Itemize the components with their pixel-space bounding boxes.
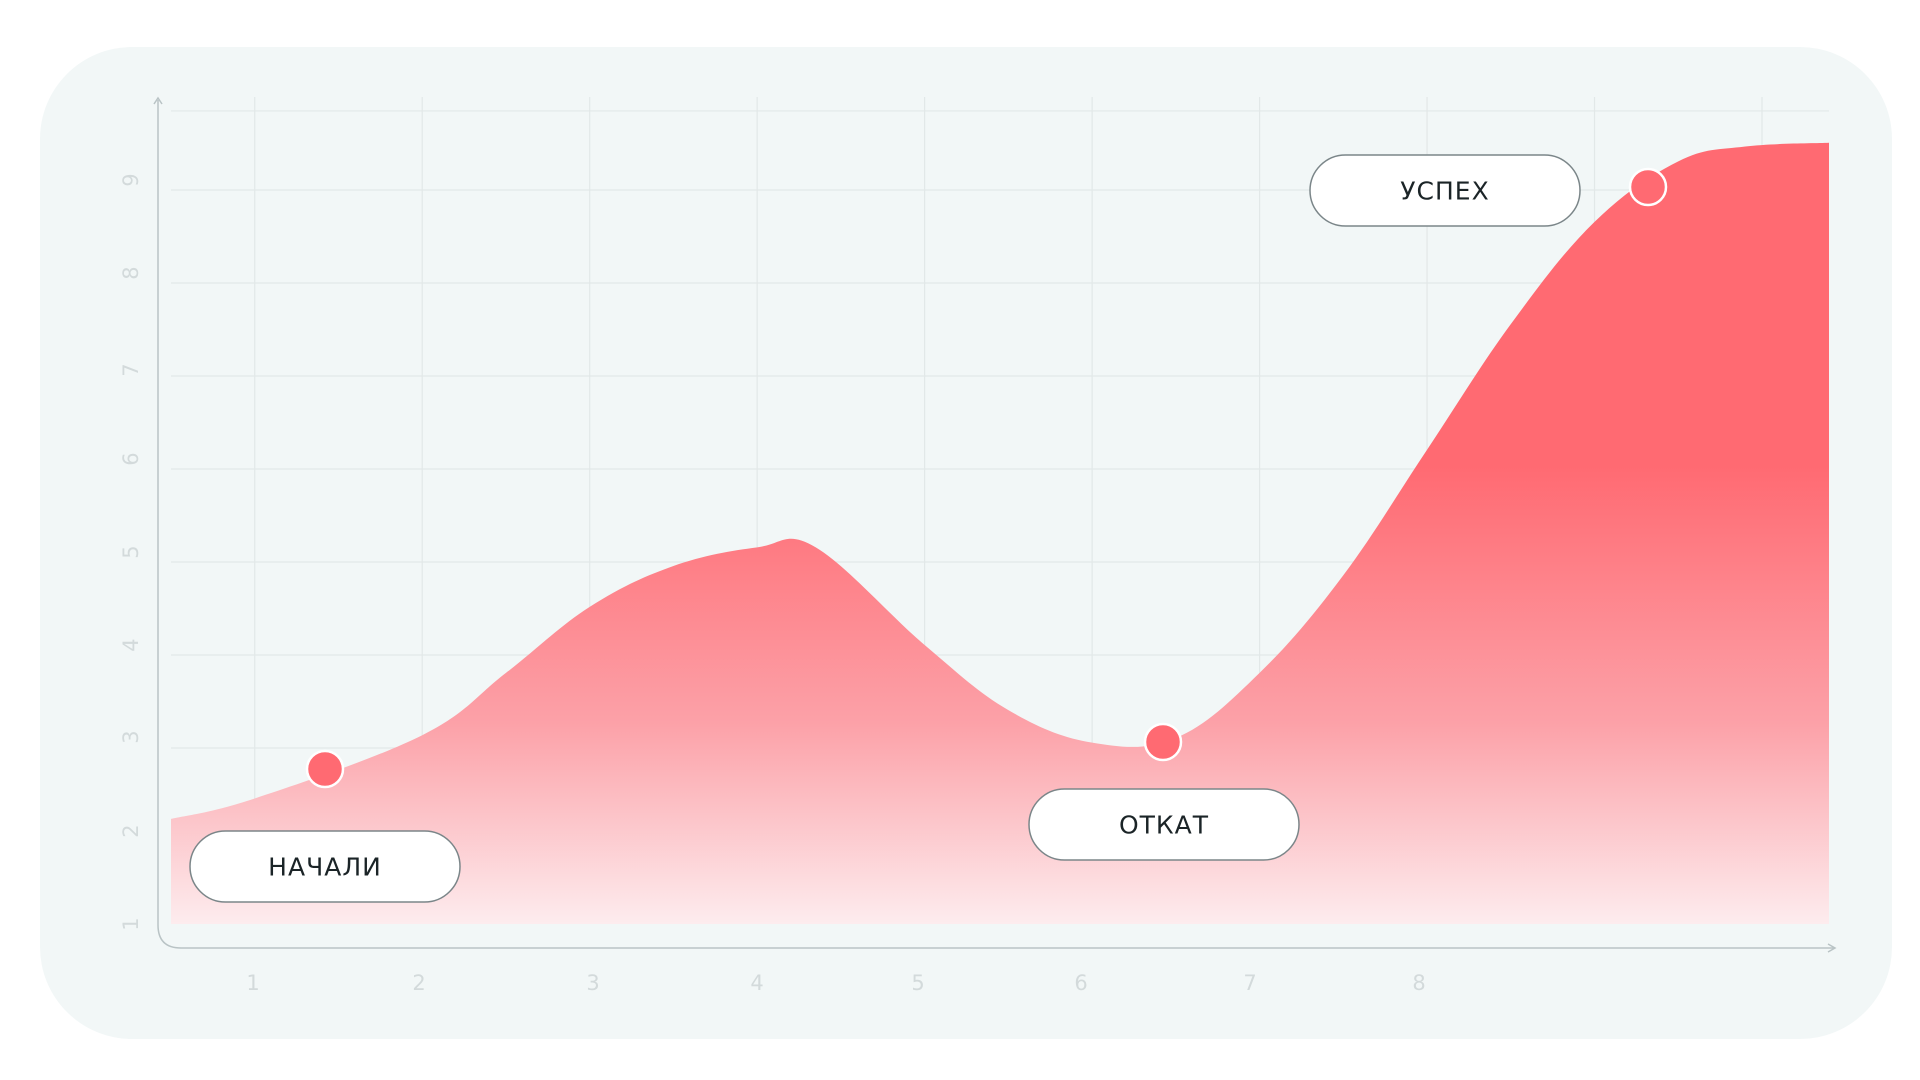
- y-tick-label-5: 5: [119, 545, 143, 558]
- y-tick-label-1: 1: [119, 917, 143, 930]
- y-tick-label-2: 2: [119, 824, 143, 837]
- x-tick-label-2: 2: [412, 971, 425, 995]
- x-tick-label-7: 7: [1243, 971, 1256, 995]
- callout-label-3: УСПЕХ: [1400, 177, 1489, 206]
- x-tick-label-4: 4: [750, 971, 763, 995]
- marker-2: [1143, 722, 1183, 762]
- y-tick-label-9: 9: [119, 173, 143, 186]
- x-tick-label-6: 6: [1074, 971, 1087, 995]
- tick-labels: 1 2 3 4 5 6 7 8 1 2 3 4 5 6 7 8 9: [119, 173, 1426, 995]
- marker-3: [1628, 167, 1668, 207]
- axis-lines: [157, 100, 1834, 949]
- axes: [153, 96, 1837, 953]
- x-tick-label-5: 5: [911, 971, 924, 995]
- y-tick-label-6: 6: [119, 452, 143, 465]
- callouts: НАЧАЛИ ОТКАТ УСПЕХ: [189, 154, 1581, 903]
- y-tick-label-3: 3: [119, 730, 143, 743]
- y-tick-label-8: 8: [119, 266, 143, 279]
- x-tick-label-8: 8: [1412, 971, 1425, 995]
- y-tick-label-4: 4: [119, 638, 143, 651]
- x-axis-arrow: [1827, 943, 1837, 953]
- marker-1: [305, 749, 345, 789]
- callout-box-1: [189, 830, 461, 903]
- series-area: [171, 142, 1829, 925]
- callout-3: УСПЕХ: [1309, 154, 1581, 227]
- callout-1: НАЧАЛИ: [189, 830, 461, 903]
- markers: [305, 167, 1668, 789]
- x-tick-label-3: 3: [586, 971, 599, 995]
- callout-2: ОТКАТ: [1028, 788, 1300, 861]
- callout-box-2: [1028, 788, 1300, 861]
- callout-label-2: ОТКАТ: [1119, 811, 1209, 840]
- callout-box-3: [1309, 154, 1581, 227]
- y-axis-arrow: [153, 96, 163, 105]
- callout-label-1: НАЧАЛИ: [268, 853, 382, 882]
- y-tick-label-7: 7: [119, 363, 143, 376]
- x-tick-label-1: 1: [246, 971, 259, 995]
